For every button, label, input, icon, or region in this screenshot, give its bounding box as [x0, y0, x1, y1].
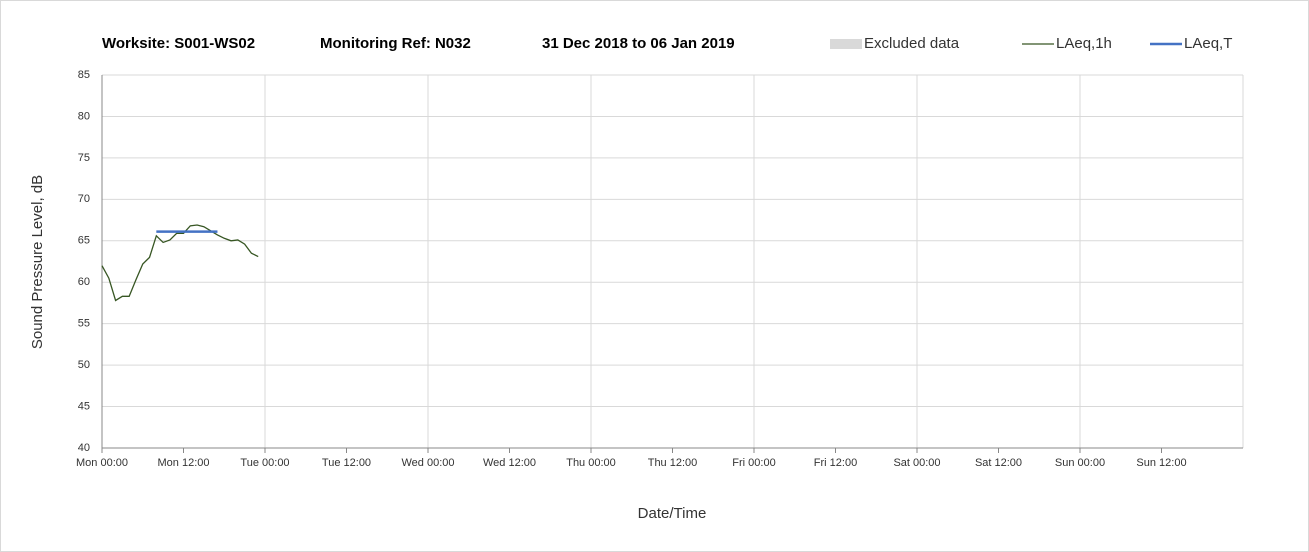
x-tick-label: Tue 00:00	[240, 457, 289, 469]
x-tick-label: Mon 00:00	[76, 457, 128, 469]
y-tick-label: 70	[78, 193, 90, 205]
x-tick-label: Fri 00:00	[732, 457, 775, 469]
y-tick-label: 85	[78, 69, 90, 81]
chart-title: 31 Dec 2018 to 06 Jan 2019	[542, 35, 735, 52]
x-tick-label: Fri 12:00	[814, 457, 857, 469]
data-line	[101, 224, 259, 302]
x-tick-label: Tue 12:00	[322, 457, 371, 469]
y-tick-label: 80	[78, 110, 90, 122]
x-tick-label: Mon 12:00	[158, 457, 210, 469]
y-tick-label: 60	[78, 276, 90, 288]
y-tick-label: 75	[78, 152, 90, 164]
x-tick-label: Thu 12:00	[648, 457, 698, 469]
x-axis-label: Date/Time	[638, 505, 707, 522]
chart-title: Monitoring Ref: N032	[320, 35, 471, 52]
legend-label: Excluded data	[864, 35, 960, 52]
y-tick-label: 45	[78, 400, 90, 412]
y-tick-label: 55	[78, 318, 90, 330]
x-tick-label: Thu 00:00	[566, 457, 616, 469]
y-tick-label: 65	[78, 235, 90, 247]
x-tick-label: Sun 00:00	[1055, 457, 1105, 469]
x-tick-label: Wed 00:00	[401, 457, 454, 469]
x-tick-label: Sat 12:00	[975, 457, 1022, 469]
legend-label: LAeq,1h	[1056, 35, 1112, 52]
y-axis-label: Sound Pressure Level, dB	[29, 175, 46, 349]
legend-swatch	[830, 39, 862, 49]
x-tick-label: Sat 00:00	[893, 457, 940, 469]
chart-title: Worksite: S001-WS02	[102, 35, 255, 52]
y-tick-label: 50	[78, 359, 90, 371]
legend-label: LAeq,T	[1184, 35, 1232, 52]
x-tick-label: Sun 12:00	[1136, 457, 1186, 469]
x-tick-label: Wed 12:00	[483, 457, 536, 469]
y-tick-label: 40	[78, 442, 90, 454]
